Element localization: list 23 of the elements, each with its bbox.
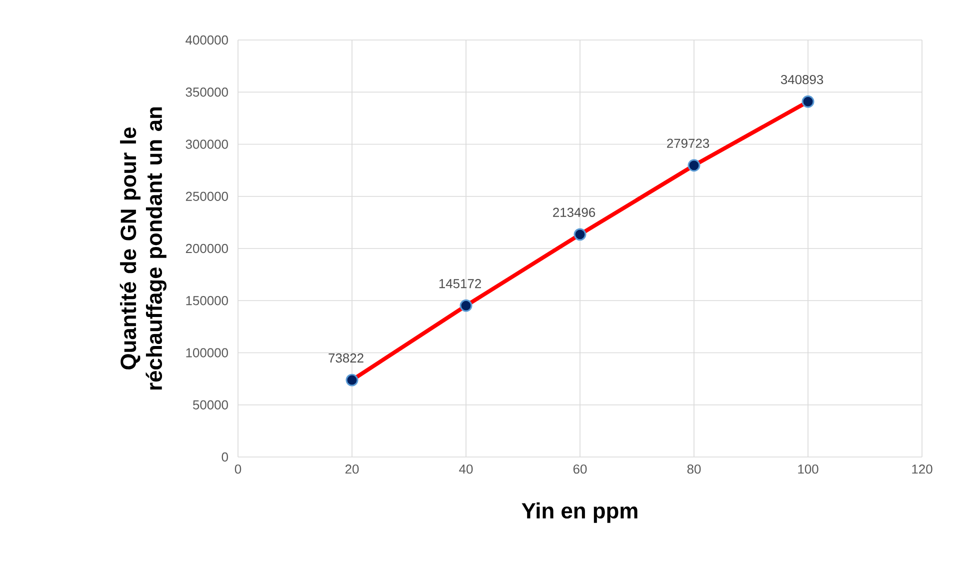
data-label: 213496: [553, 208, 596, 217]
y-tick-label: 300000: [186, 140, 228, 149]
data-label: 73822: [328, 353, 364, 363]
y-tick-label: 200000: [186, 244, 228, 254]
x-tick-label: 0: [234, 464, 242, 474]
y-tick-label: 0: [222, 452, 228, 462]
y-tick-label: 100000: [186, 348, 228, 358]
x-tick-label: 40: [459, 464, 473, 474]
data-label: 145172: [439, 279, 481, 288]
x-axis-title: Yin en ppm: [522, 502, 638, 523]
y-tick-label: 350000: [186, 88, 228, 97]
y-tick-label: 400000: [186, 35, 228, 45]
y-tick-label: 50000: [193, 400, 228, 410]
y-tick-label: 250000: [186, 192, 228, 201]
y-tick-label: 150000: [186, 296, 228, 306]
x-tick-label: 120: [912, 464, 932, 474]
x-tick-label: 80: [687, 464, 701, 474]
data-label: 279723: [667, 138, 710, 148]
data-label: 340893: [780, 74, 824, 84]
x-tick-label: 20: [345, 464, 359, 474]
x-tick-label: 60: [573, 464, 587, 474]
x-tick-label: 100: [798, 464, 818, 474]
y-axis-title: Quantité de GN pour le réchauffage pondant un an: [120, 107, 166, 390]
